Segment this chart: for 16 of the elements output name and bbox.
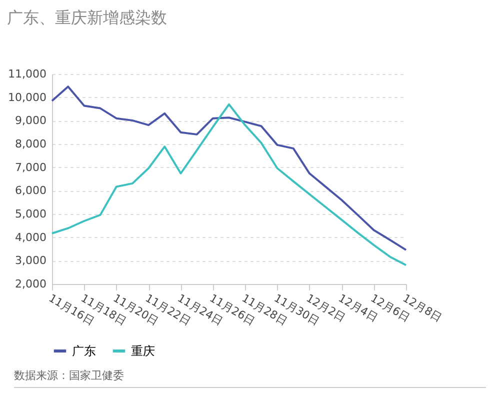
y-tick-label: 3,000 bbox=[15, 254, 46, 268]
y-tick-label: 2,000 bbox=[15, 278, 46, 290]
legend-label: 重庆 bbox=[131, 344, 155, 358]
line-series bbox=[51, 86, 407, 251]
y-tick-label: 9,000 bbox=[15, 114, 46, 128]
y-tick-label: 11,000 bbox=[8, 68, 46, 80]
y-tick-label: 6,000 bbox=[15, 184, 46, 198]
y-tick-label: 4,000 bbox=[15, 230, 46, 244]
legend-label: 广东 bbox=[72, 344, 96, 358]
y-tick-label: 8,000 bbox=[15, 138, 46, 150]
y-tick-label: 7,000 bbox=[15, 160, 46, 174]
source-note: 数据来源：国家卫健委 bbox=[14, 368, 125, 383]
line-series bbox=[51, 103, 407, 266]
y-tick-label: 10,000 bbox=[8, 90, 46, 104]
y-tick-label: 5,000 bbox=[15, 208, 46, 220]
chart-title: 广东、重庆新增感染数 bbox=[7, 8, 167, 27]
